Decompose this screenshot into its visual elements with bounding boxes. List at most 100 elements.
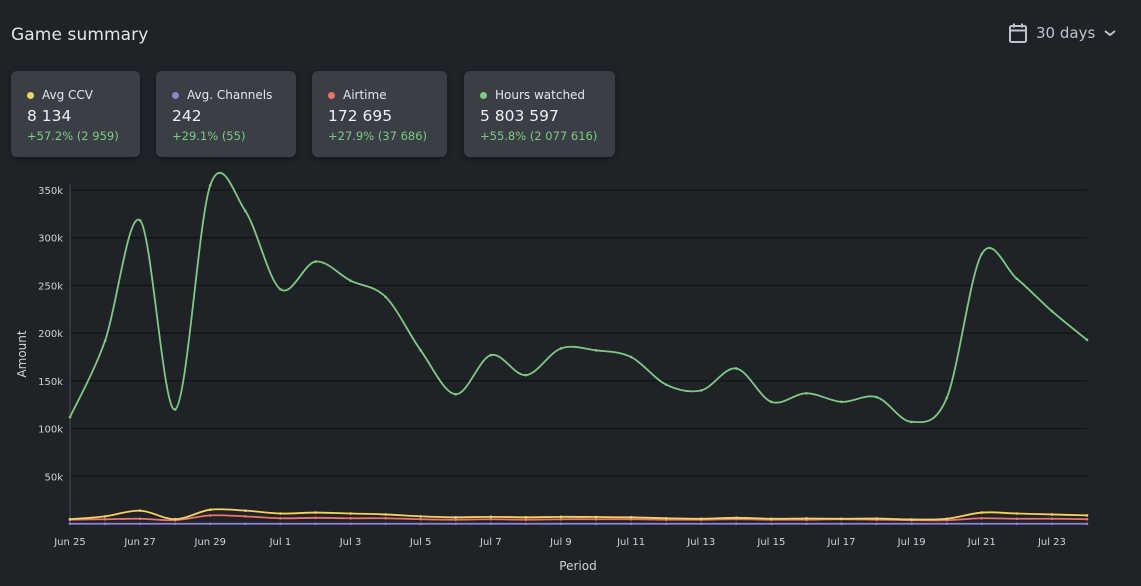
data-point [1015,522,1019,526]
x-tick-label: Jul 5 [409,537,432,548]
data-point [594,349,598,352]
data-point [629,355,633,359]
card-label: Avg CCV [27,88,93,102]
card-hours-watched[interactable]: Hours watched 5 803 597 +55.8% (2 077 61… [464,71,615,157]
data-point [489,522,493,526]
data-point [68,517,72,521]
data-point [1015,277,1019,281]
data-point [349,512,352,515]
card-avg-ccv[interactable]: Avg CCV 8 134 +57.2% (2 959) [11,71,140,157]
data-point [559,522,563,526]
data-point [103,522,107,526]
card-change: +29.1% (55) [172,129,246,143]
data-point [349,522,352,526]
data-point [419,517,422,521]
date-range-dropdown[interactable]: 30 days [1008,22,1117,44]
y-tick-label: 350k [38,186,63,197]
data-point [664,383,668,386]
series-hours-watched [68,172,1089,424]
data-point [314,522,317,526]
data-point [173,408,177,411]
x-tick-label: Jun 29 [194,537,227,548]
data-point [419,522,422,526]
data-point [559,517,563,521]
y-tick-label: 200k [38,329,63,340]
data-point [244,522,247,526]
series-avg-ccv [68,508,1089,521]
x-tick-label: Jun 27 [123,537,156,548]
x-tick-label: Jul 13 [686,537,715,548]
data-point [629,516,633,519]
legend-dot-icon [480,91,487,99]
data-point [1085,338,1089,342]
data-point [524,522,528,526]
card-value: 5 803 597 [480,107,559,125]
data-point [279,512,282,515]
data-point [1050,517,1054,521]
data-point [138,517,142,521]
card-change: +57.2% (2 959) [27,129,119,143]
data-point [1085,514,1089,517]
x-tick-label: Jul 17 [827,537,856,548]
data-point [419,349,422,352]
data-point [699,389,703,392]
card-value: 172 695 [328,107,393,125]
data-point [1085,517,1089,521]
data-point [1085,522,1089,526]
data-point [629,517,633,521]
data-point [419,515,422,518]
data-point [805,517,808,520]
x-axis-title: Period [559,559,596,573]
data-point [770,517,773,521]
data-point [1050,522,1054,526]
series-line [69,172,1088,424]
card-airtime[interactable]: Airtime 172 695 +27.9% (37 686) [312,71,447,157]
data-point [349,279,352,282]
card-change: +55.8% (2 077 616) [480,129,598,143]
data-point [524,518,528,522]
data-point [910,420,913,424]
series-avg-channels [68,522,1089,526]
data-point [489,517,493,521]
legend-dot-icon [27,91,34,99]
y-tick-label: 300k [38,234,63,245]
data-point [173,517,177,521]
data-point [208,514,212,517]
data-point [524,373,528,377]
data-point [980,511,984,514]
data-point [735,367,738,370]
data-point [945,396,949,400]
data-point [279,287,282,291]
data-point [489,353,493,357]
data-point [1015,517,1019,521]
x-tick-label: Jul 7 [479,537,502,548]
x-tick-label: Jul 9 [549,537,572,548]
data-point [559,515,563,519]
data-point [594,517,598,521]
data-point [68,522,72,526]
card-avg-channels[interactable]: Avg. Channels 242 +29.1% (55) [156,71,296,157]
data-point [910,522,913,526]
data-point [840,517,843,521]
data-point [103,517,107,521]
data-point [875,517,878,520]
data-point [840,522,843,526]
data-point [840,400,843,404]
data-point [103,515,107,518]
series-line [69,508,1088,521]
data-point [699,517,703,521]
data-point [770,400,773,404]
data-point [980,522,984,526]
series-airtime [68,514,1089,522]
card-label: Avg. Channels [172,88,272,102]
data-point [454,518,458,522]
data-point [524,516,528,519]
data-point [1050,309,1054,313]
data-point [1015,512,1019,515]
data-point [945,517,949,521]
data-point [664,516,668,520]
x-tick-label: Jul 11 [616,537,645,548]
data-point [454,392,458,396]
data-point [1050,513,1054,516]
x-tick-label: Jun 25 [53,537,86,548]
